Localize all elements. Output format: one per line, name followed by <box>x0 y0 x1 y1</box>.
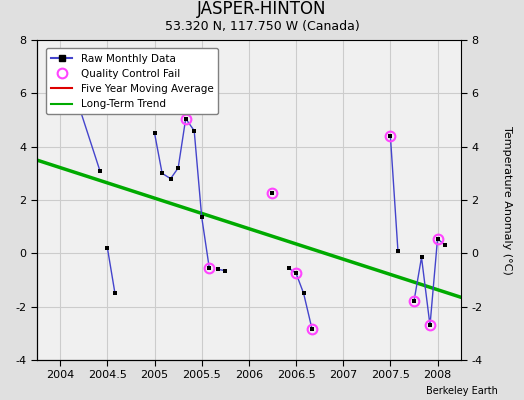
Text: 53.320 N, 117.750 W (Canada): 53.320 N, 117.750 W (Canada) <box>165 20 359 33</box>
Y-axis label: Temperature Anomaly (°C): Temperature Anomaly (°C) <box>502 126 512 274</box>
Text: Berkeley Earth: Berkeley Earth <box>426 386 498 396</box>
Text: JASPER-HINTON: JASPER-HINTON <box>197 0 327 18</box>
Legend: Raw Monthly Data, Quality Control Fail, Five Year Moving Average, Long-Term Tren: Raw Monthly Data, Quality Control Fail, … <box>46 48 219 114</box>
